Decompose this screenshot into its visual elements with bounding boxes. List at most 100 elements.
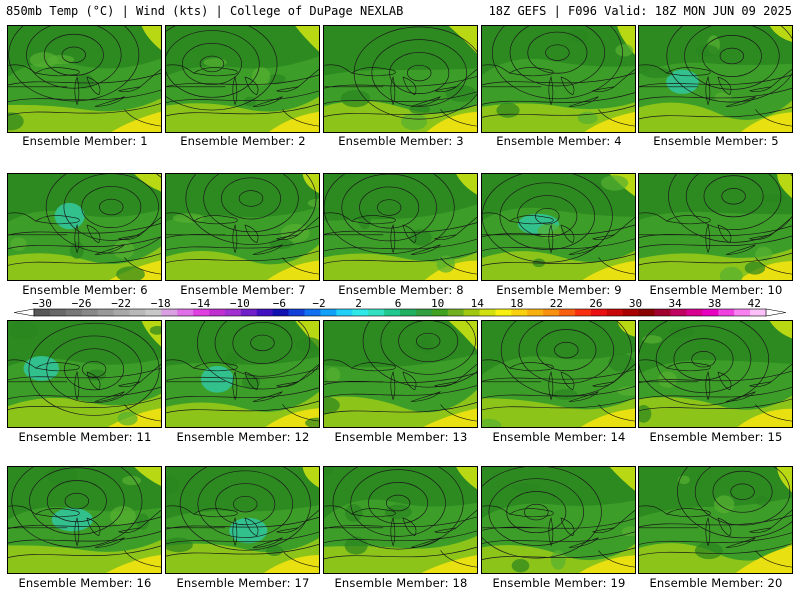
colorbar-tick-label: −26 [72,298,92,310]
colorbar-segment [161,309,178,316]
ensemble-member-label: Ensemble Member: 1 [22,134,148,148]
ensemble-map-panel [165,320,320,428]
ensemble-map-panel [7,320,162,428]
colorbar-segment [65,309,83,316]
colorbar-segment [606,309,624,316]
colorbar-segment [34,309,51,316]
ensemble-member-label: Ensemble Member: 13 [334,430,468,444]
colorbar-tick-label: −10 [230,298,250,310]
colorbar-tick-label: 30 [629,298,642,310]
colorbar-segment [272,309,289,316]
ensemble-map-panel [323,466,478,574]
colorbar-tick-label: 18 [510,298,523,310]
ensemble-map-panel [481,173,636,281]
ensemble-map-panel [638,25,793,133]
colorbar-segment [209,309,226,316]
colorbar-segment [415,309,433,316]
colorbar-segment [320,309,337,316]
ensemble-member-label: Ensemble Member: 10 [649,283,783,297]
ensemble-map-panel [165,173,320,281]
colorbar-segment [511,309,528,316]
colorbar-segment [527,309,544,316]
colorbar-tick-label: 34 [668,298,682,310]
ensemble-map-panel [165,466,320,574]
ensemble-member-label: Ensemble Member: 7 [180,283,306,297]
colorbar-segment [431,309,449,316]
colorbar-segment [447,309,464,316]
ensemble-map-panel [7,173,162,281]
colorbar-segment [622,309,639,316]
colorbar-tick-label: −18 [151,298,171,310]
ensemble-member-label: Ensemble Member: 8 [338,283,464,297]
colorbar-segment [750,309,767,316]
ensemble-map-panel [323,25,478,133]
ensemble-map-panel [323,320,478,428]
colorbar-tick-label: 14 [471,298,485,310]
colorbar-segment [718,309,735,316]
colorbar-tick-label: 26 [589,298,602,310]
colorbar-segment [543,309,560,316]
ensemble-member-label: Ensemble Member: 20 [649,576,783,590]
colorbar-segment [193,309,210,316]
colorbar-segment [81,309,98,316]
colorbar-segment [575,309,592,316]
colorbar-tick-label: −6 [273,298,286,310]
colorbar-segment [145,309,162,316]
ensemble-map-panel [638,173,793,281]
ensemble-map-panel [7,466,162,574]
ensemble-member-label: Ensemble Member: 16 [18,576,152,590]
colorbar-segment [97,309,114,316]
ensemble-member-label: Ensemble Member: 9 [496,283,622,297]
ensemble-map-panel [638,466,793,574]
colorbar-segment [463,309,480,316]
ensemble-member-label: Ensemble Member: 14 [492,430,626,444]
ensemble-member-label: Ensemble Member: 6 [22,283,148,297]
colorbar-tick-label: −30 [32,298,52,310]
ensemble-member-label: Ensemble Member: 11 [18,430,152,444]
ensemble-map-panel [638,320,793,428]
ensemble-map-panel [323,173,478,281]
ensemble-member-label: Ensemble Member: 18 [334,576,468,590]
colorbar-segment [479,309,496,316]
colorbar-segment [352,309,369,316]
colorbar-tick-label: 38 [708,298,721,310]
ensemble-member-label: Ensemble Member: 19 [492,576,626,590]
colorbar-segment [495,309,512,316]
colorbar-segment [288,309,305,316]
colorbar-segment [702,309,719,316]
colorbar-segment [686,309,703,316]
colorbar-segment [384,309,401,316]
colorbar-tick-label: 2 [355,298,362,310]
ensemble-member-label: Ensemble Member: 17 [176,576,310,590]
ensemble-member-label: Ensemble Member: 2 [180,134,306,148]
colorbar-segment [113,309,130,316]
colorbar-tick-label: −14 [190,298,210,310]
colorbar-segment [240,309,258,316]
colorbar-segment [336,309,353,316]
colorbar-tick-label: −2 [312,298,325,310]
colorbar-tick-label: 22 [550,298,563,310]
colorbar-tick-label: 42 [748,298,761,310]
ensemble-member-label: Ensemble Member: 15 [649,430,783,444]
ensemble-member-label: Ensemble Member: 5 [653,134,779,148]
ensemble-map-panel [481,25,636,133]
ensemble-map-panel [481,320,636,428]
colorbar-segment [638,309,655,316]
colorbar-segment [256,309,273,316]
colorbar-segment [734,309,751,316]
ensemble-map-panel [7,25,162,133]
colorbar-segment [368,309,385,316]
temperature-colorbar: −30 −26 −22 −18 −14 −10 −6 −2 2 6 10 14 18 22 26 30 34 38… [14,298,786,317]
ensemble-member-label: Ensemble Member: 3 [338,134,464,148]
colorbar-segment [590,309,608,316]
colorbar-segment [129,309,146,316]
colorbar-segment [177,309,194,316]
colorbar-segment [654,309,671,316]
valid-time: 18Z GEFS | F096 Valid: 18Z MON JUN 09 20… [488,4,792,18]
colorbar-max-arrow [765,308,786,317]
colorbar-segment [400,309,417,316]
colorbar-segment [224,309,242,316]
colorbar-segment [670,309,687,316]
ensemble-map-panel [165,25,320,133]
colorbar-min-arrow [14,308,35,317]
